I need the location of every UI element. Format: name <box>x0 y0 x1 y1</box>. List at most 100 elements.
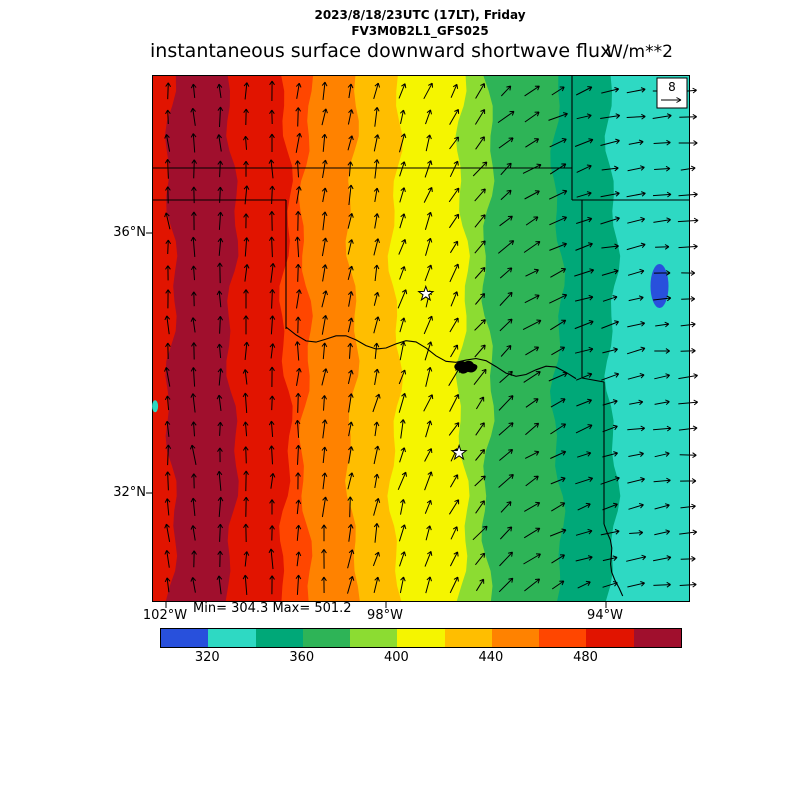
wind-arrow <box>242 135 249 150</box>
wind-arrow <box>497 240 515 254</box>
wind-arrow <box>399 317 406 333</box>
wind-arrow <box>498 474 514 488</box>
wind-arrow <box>165 109 171 125</box>
wind-arrow <box>601 243 619 250</box>
wind-arrow <box>347 135 354 151</box>
wind-arrow <box>217 160 224 178</box>
wind-arrow <box>164 549 170 568</box>
wind-arrow <box>550 398 566 408</box>
wind-arrow <box>523 371 541 383</box>
wind-arrow <box>679 581 697 588</box>
wind-arrow <box>217 447 223 463</box>
wind-arrow <box>322 419 328 439</box>
wind-arrow <box>191 342 197 360</box>
wind-arrow <box>269 395 276 411</box>
wind-arrow <box>243 551 250 567</box>
wind-arrow <box>268 445 275 465</box>
wind-arrow <box>523 527 541 539</box>
wind-arrow <box>399 551 407 567</box>
wind-arrow <box>425 576 432 594</box>
wind-arrow <box>678 399 699 406</box>
wind-arrow <box>576 216 593 224</box>
wind-arrow <box>475 136 485 150</box>
wind-arrow <box>190 393 197 413</box>
wind-arrow <box>321 237 328 257</box>
wind-arrow <box>600 476 620 485</box>
wind-arrow <box>601 87 620 94</box>
wind-arrow <box>217 523 224 542</box>
wind-arrow <box>269 185 276 205</box>
wind-arrow <box>549 528 567 537</box>
wind-arrow <box>602 581 618 588</box>
wind-arrow <box>499 370 513 383</box>
wind-arrow <box>680 347 696 354</box>
wind-arrow <box>425 525 432 541</box>
wind-arrow <box>243 496 249 517</box>
wind-arrow <box>347 496 354 518</box>
wind-arrow <box>551 346 566 356</box>
wind-arrow <box>548 371 568 382</box>
wind-arrow <box>449 240 459 254</box>
wind-arrow <box>601 268 619 276</box>
wind-arrow <box>268 420 275 437</box>
wind-arrow <box>628 139 644 146</box>
wind-arrow <box>191 159 198 179</box>
wind-arrow <box>549 216 568 226</box>
colorbar-segment <box>444 629 492 647</box>
wind-arrow <box>679 529 698 536</box>
wind-arrow <box>373 264 380 282</box>
wind-arrow <box>217 106 224 128</box>
wind-arrow <box>347 472 354 490</box>
wind-arrow <box>474 319 486 331</box>
wind-arrow <box>373 473 380 488</box>
wind-arrow <box>242 446 249 464</box>
wind-arrow <box>652 191 672 198</box>
wind-arrow <box>399 266 406 280</box>
wind-arrow <box>627 581 645 588</box>
wind-arrow <box>165 239 172 255</box>
wind-arrow <box>500 85 512 97</box>
wind-arrow <box>269 262 276 283</box>
wind-arrow <box>500 501 512 513</box>
wind-arrow <box>498 137 514 149</box>
wind-arrow <box>243 185 250 205</box>
wind-arrow <box>681 270 696 276</box>
wind-arrow <box>575 555 593 562</box>
wind-arrow <box>499 526 513 540</box>
wind-arrow <box>576 113 592 120</box>
wind-arrow <box>243 341 250 360</box>
wind-arrow <box>268 236 275 258</box>
wind-arrow <box>347 213 354 229</box>
wind-arrow <box>524 450 540 459</box>
wind-arrow <box>269 315 276 335</box>
wind-arrow <box>448 422 460 436</box>
wind-arrow <box>577 580 591 589</box>
minmax-label: Min= 304.3 Max= 501.2 <box>193 601 352 616</box>
valid-time-header: 2023/8/18/23UTC (17LT), Friday <box>314 8 526 22</box>
state-borders <box>153 76 689 597</box>
wind-arrow <box>217 262 223 284</box>
wind-arrow <box>347 83 354 99</box>
wind-arrow <box>550 476 566 485</box>
wind-arrow <box>321 290 328 308</box>
wind-arrow <box>242 392 249 414</box>
wind-arrow <box>628 503 644 510</box>
wind-arrow <box>190 133 197 153</box>
wind-arrow <box>600 529 620 536</box>
wind-arrow <box>627 268 645 276</box>
wind-arrow <box>628 295 644 302</box>
wind-arrow <box>294 160 301 178</box>
wind-arrow <box>680 503 696 510</box>
wind-arrow <box>164 420 171 437</box>
wind-arrow <box>242 369 249 385</box>
wind-arrow <box>217 316 224 334</box>
wind-arrow <box>627 373 645 380</box>
wind-arrow <box>602 424 618 433</box>
colorbar-segment <box>255 629 303 647</box>
ref-vector-value: 8 <box>668 80 676 94</box>
wind-arrow <box>574 268 595 277</box>
wind-arrow <box>294 419 301 438</box>
wind-arrow <box>321 446 328 464</box>
wind-arrow <box>425 366 433 387</box>
wind-arrow <box>677 217 699 224</box>
